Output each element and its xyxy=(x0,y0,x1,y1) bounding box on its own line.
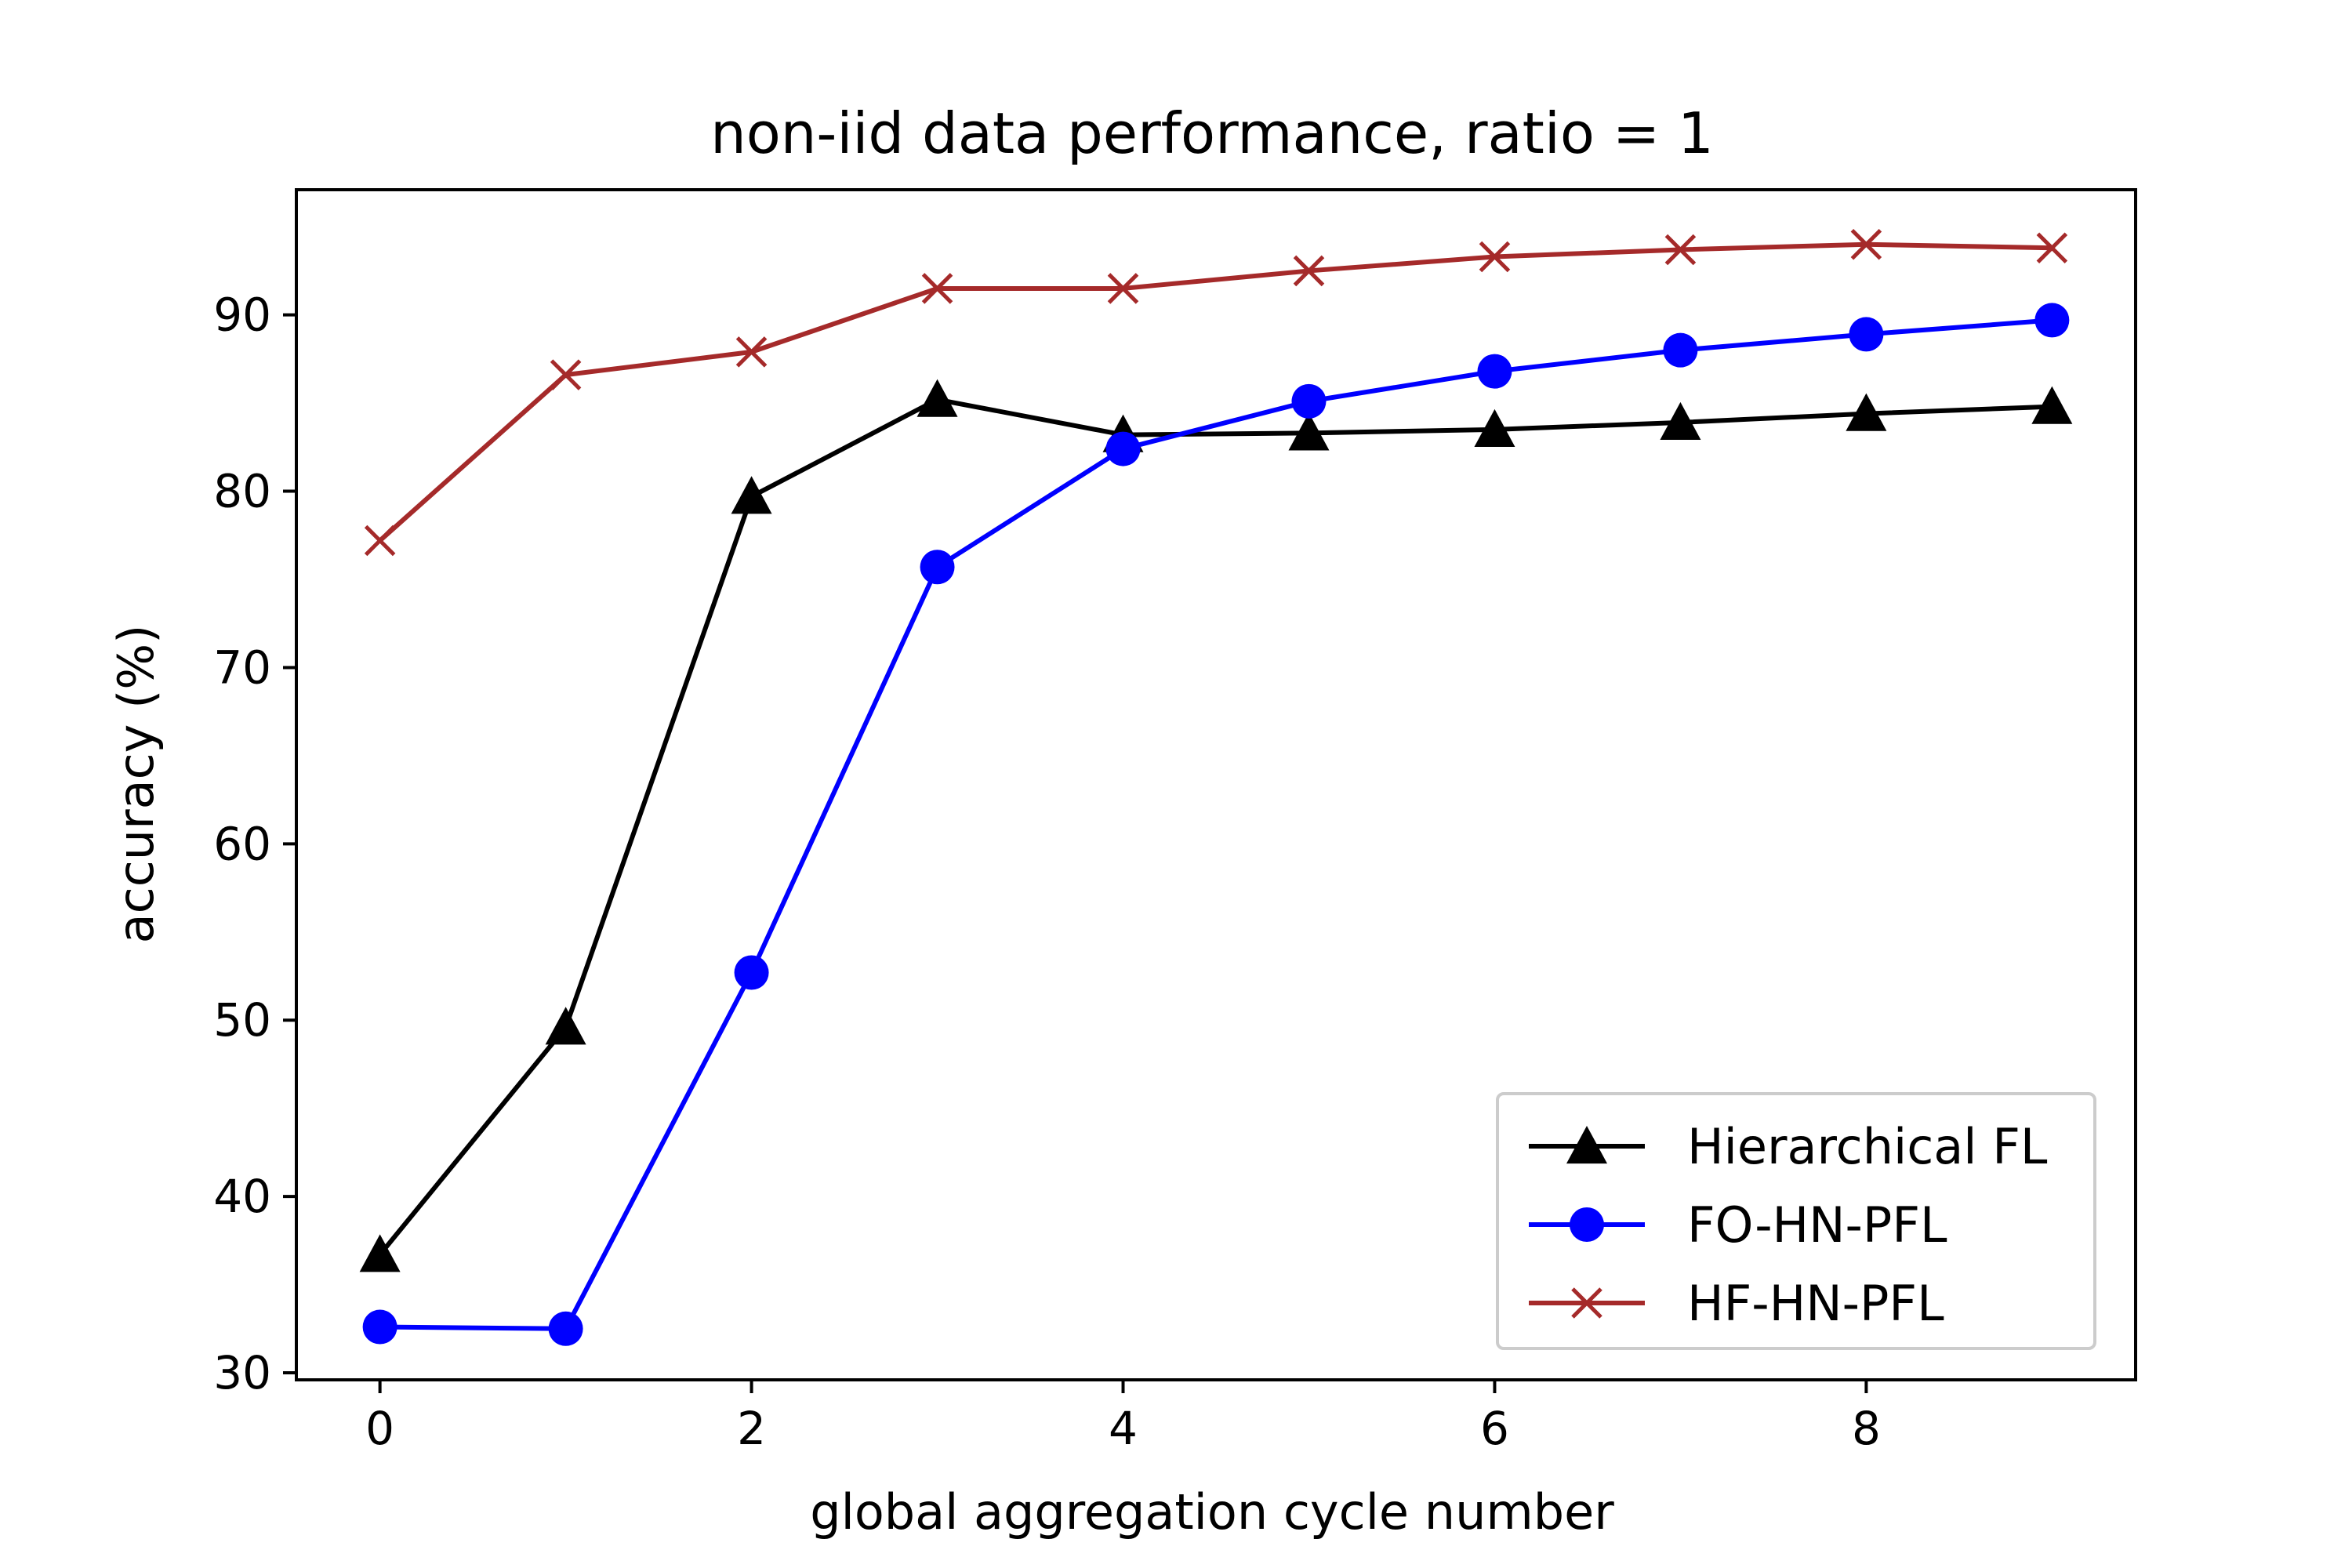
data-point xyxy=(1291,383,1327,419)
y-tick-label: 30 xyxy=(213,1346,271,1399)
x-tick-label: 0 xyxy=(365,1402,394,1455)
plot-area xyxy=(295,188,2137,1381)
data-point xyxy=(1660,401,1701,440)
data-point xyxy=(1474,408,1515,447)
data-point xyxy=(362,1309,397,1345)
chart-title: non-iid data performance, ratio = 1 xyxy=(710,100,1714,166)
data-point xyxy=(1105,431,1141,466)
data-point xyxy=(920,550,955,585)
data-point xyxy=(2036,232,2068,263)
legend-swatch-marker xyxy=(1571,1287,1602,1319)
data-point xyxy=(1663,332,1698,368)
data-point xyxy=(545,1007,586,1045)
series-0 xyxy=(359,379,2073,1272)
data-point xyxy=(2034,303,2070,338)
x-axis: 0 2 4 6 8 xyxy=(365,1380,1881,1455)
plot-frame xyxy=(295,188,2137,1381)
x-axis-label: global aggregation cycle number xyxy=(810,1483,1614,1541)
data-point xyxy=(1846,393,1887,431)
data-point xyxy=(548,1311,583,1346)
data-point xyxy=(1293,255,1325,287)
data-point xyxy=(1664,234,1697,266)
x-tick-label: 8 xyxy=(1852,1402,1881,1455)
y-tick-label: 60 xyxy=(213,817,271,870)
y-tick-label: 50 xyxy=(213,993,271,1047)
x-tick-label: 2 xyxy=(737,1402,766,1455)
series-line xyxy=(379,318,2053,1331)
legend-label: HF-HN-PFL xyxy=(1687,1275,1944,1332)
data-point xyxy=(1479,241,1511,273)
series-line xyxy=(378,241,2053,543)
data-point xyxy=(1849,317,1884,352)
y-tick-label: 80 xyxy=(213,465,271,518)
legend-label: Hierarchical FL xyxy=(1687,1118,2048,1175)
data-point xyxy=(734,955,769,990)
legend-label: FO-HN-PFL xyxy=(1687,1196,1947,1254)
data-point xyxy=(735,336,768,368)
series-1 xyxy=(362,303,2070,1346)
y-tick-label: 90 xyxy=(213,289,271,342)
legend-entry: FO-HN-PFL xyxy=(1529,1196,1947,1254)
data-point xyxy=(1477,354,1512,389)
x-tick-label: 6 xyxy=(1480,1402,1509,1455)
y-tick-label: 40 xyxy=(213,1170,271,1223)
data-point xyxy=(364,524,396,557)
series-layer xyxy=(359,228,2073,1346)
data-point xyxy=(359,1234,401,1272)
data-point xyxy=(916,379,958,417)
legend-frame xyxy=(1496,1092,2096,1350)
series-line xyxy=(378,397,2053,1257)
data-point xyxy=(2031,386,2073,424)
data-point xyxy=(550,359,582,390)
y-axis: 30 40 50 60 70 80 90 xyxy=(213,289,296,1399)
y-axis-label: accuracy (%) xyxy=(107,625,165,944)
data-point xyxy=(921,273,953,304)
legend-entry: HF-HN-PFL xyxy=(1529,1275,1944,1332)
legend-swatch-marker xyxy=(1566,1126,1607,1164)
series-2 xyxy=(364,228,2068,557)
legend-swatch-marker xyxy=(1570,1207,1604,1242)
data-point xyxy=(1107,273,1139,304)
y-tick-label: 70 xyxy=(213,641,271,694)
x-tick-label: 4 xyxy=(1109,1402,1138,1455)
data-point xyxy=(1850,228,1882,260)
data-point xyxy=(731,476,772,514)
legend: Hierarchical FL FO-HN-PFL HF-HN-PFL xyxy=(1496,1092,2096,1350)
legend-entry: Hierarchical FL xyxy=(1529,1118,2048,1175)
data-point xyxy=(1288,412,1330,451)
